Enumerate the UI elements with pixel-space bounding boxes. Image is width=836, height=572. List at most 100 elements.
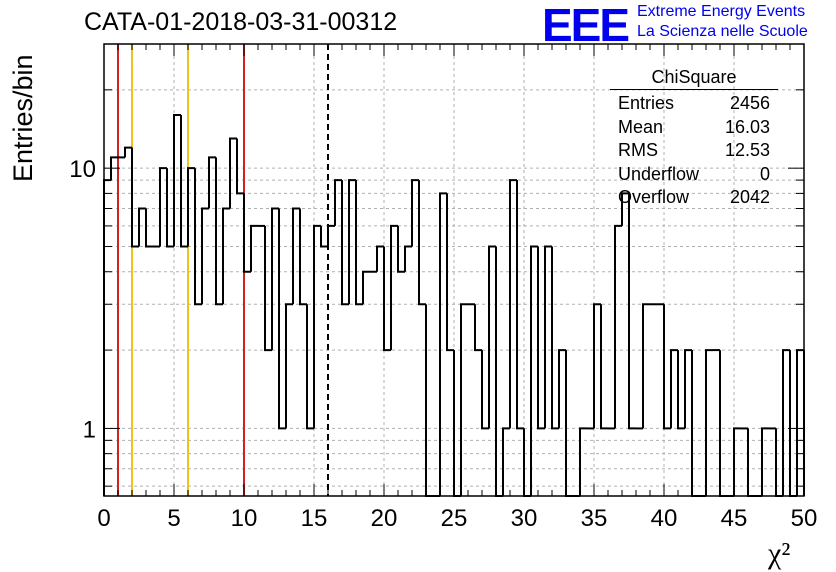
histogram-bin [110, 156, 118, 181]
histogram-bin [418, 180, 426, 306]
histogram-bin [502, 427, 510, 496]
stats-value: 2042 [729, 187, 770, 207]
stats-row-entries: Entries 2456 [610, 92, 778, 116]
histogram-bin [124, 146, 132, 158]
histogram-bin [348, 179, 356, 305]
histogram-bin [397, 225, 405, 273]
histogram-bin [530, 245, 538, 496]
histogram-bin [579, 427, 587, 496]
histogram-bin [796, 349, 804, 496]
histogram-bin [453, 350, 461, 497]
histogram-bin [705, 349, 713, 496]
histogram-bin [789, 350, 797, 497]
stats-value: 0 [759, 163, 770, 184]
histogram-bin [782, 349, 790, 496]
logo-tagline-line2: La Scienza nelle Scuole [637, 23, 808, 40]
histogram-bin [481, 350, 489, 430]
histogram-bin [488, 245, 496, 429]
stats-label: Underflow [618, 163, 700, 184]
stats-box: ChiSquare Entries 2456 Mean 16.03 RMS 12… [610, 66, 778, 210]
y-tick-label: 1 [83, 416, 96, 443]
histogram-bin [677, 350, 685, 430]
x-tick-label: 25 [441, 505, 468, 532]
histogram-bin [292, 207, 300, 305]
stats-value: 2456 [729, 93, 770, 113]
histogram-bin [222, 207, 230, 305]
x-tick-label: 10 [231, 505, 258, 532]
histogram-bin [719, 350, 727, 497]
histogram-bin [264, 225, 272, 352]
histogram-bin [670, 349, 678, 429]
histogram-bin [250, 224, 258, 272]
histogram-bin [600, 304, 608, 430]
histogram-bin [327, 224, 335, 247]
y-axis-label: Entries/bin [8, 54, 38, 182]
histogram-bin [425, 304, 433, 497]
histogram-bin [509, 179, 517, 429]
histogram-bin [376, 245, 384, 272]
histogram-bin [138, 207, 146, 247]
x-tick-label: 20 [371, 505, 398, 532]
histogram-bin [166, 168, 174, 248]
y-tick-label: 10 [69, 156, 96, 183]
histogram-bin [243, 193, 251, 273]
histogram-bin [334, 179, 342, 226]
histogram-bin [691, 350, 699, 497]
histogram-bin [285, 303, 293, 429]
x-tick-label: 35 [581, 505, 608, 532]
x-tick-label: 0 [97, 505, 110, 532]
histogram-bin [278, 208, 286, 430]
histogram-bin [306, 304, 314, 430]
histogram-bin [663, 304, 671, 430]
histogram-bin [236, 138, 244, 195]
histogram-bin [621, 192, 629, 226]
histogram-bin [460, 303, 468, 496]
histogram-bin [551, 246, 559, 430]
histogram-bin [761, 427, 769, 496]
histogram-bin [404, 245, 412, 272]
histogram-bin [159, 167, 167, 247]
histogram-bin [446, 193, 454, 352]
stats-value: 12.53 [724, 140, 770, 160]
histogram-bin [341, 180, 349, 306]
x-axis-label: χ² [768, 537, 790, 571]
histogram-bin [299, 208, 307, 306]
histogram-bin [411, 179, 419, 247]
stats-value: 16.03 [724, 116, 770, 137]
histogram-bin [565, 350, 573, 497]
histogram-bin [383, 246, 391, 352]
histogram-bin [271, 207, 279, 351]
histogram-bin [733, 427, 741, 496]
tick-labels: 0 5 10 15 20 25 30 35 40 45 50 1 10 [69, 156, 817, 532]
logo-tagline-line1: Extreme Energy Events [637, 3, 806, 20]
histogram-bin [495, 246, 503, 497]
histogram-bin [201, 207, 209, 305]
stats-label: RMS [618, 140, 658, 160]
histogram-bin [684, 349, 692, 429]
eee-logo: EEE [542, 0, 630, 51]
histogram-bin [187, 167, 195, 247]
x-axis-label-text: χ² [768, 537, 791, 570]
stats-label: Overflow [618, 187, 690, 207]
histogram-bin [355, 180, 363, 306]
stats-row-overflow: Overflow 2042 [610, 186, 778, 210]
x-tick-label: 30 [511, 505, 538, 532]
run-title: CATA-01-2018-03-31-00312 [84, 8, 398, 36]
stats-row-rms: RMS 12.53 [610, 139, 778, 163]
histogram-bin [558, 349, 566, 429]
histogram-bin [145, 208, 153, 248]
histogram-bin [390, 224, 398, 351]
x-tick-label: 40 [651, 505, 678, 532]
histogram-bin [537, 246, 545, 430]
stats-row-mean: Mean 16.03 [610, 116, 778, 140]
histogram-bin [173, 114, 181, 247]
histogram-bin [215, 157, 223, 306]
histogram-bin [229, 137, 237, 209]
histogram-bin [131, 147, 139, 248]
histogram-bin [516, 180, 524, 430]
x-tick-label: 45 [721, 505, 748, 532]
x-tick-label: 15 [301, 505, 328, 532]
histogram-bin [593, 303, 601, 429]
histogram-bin [439, 192, 447, 496]
